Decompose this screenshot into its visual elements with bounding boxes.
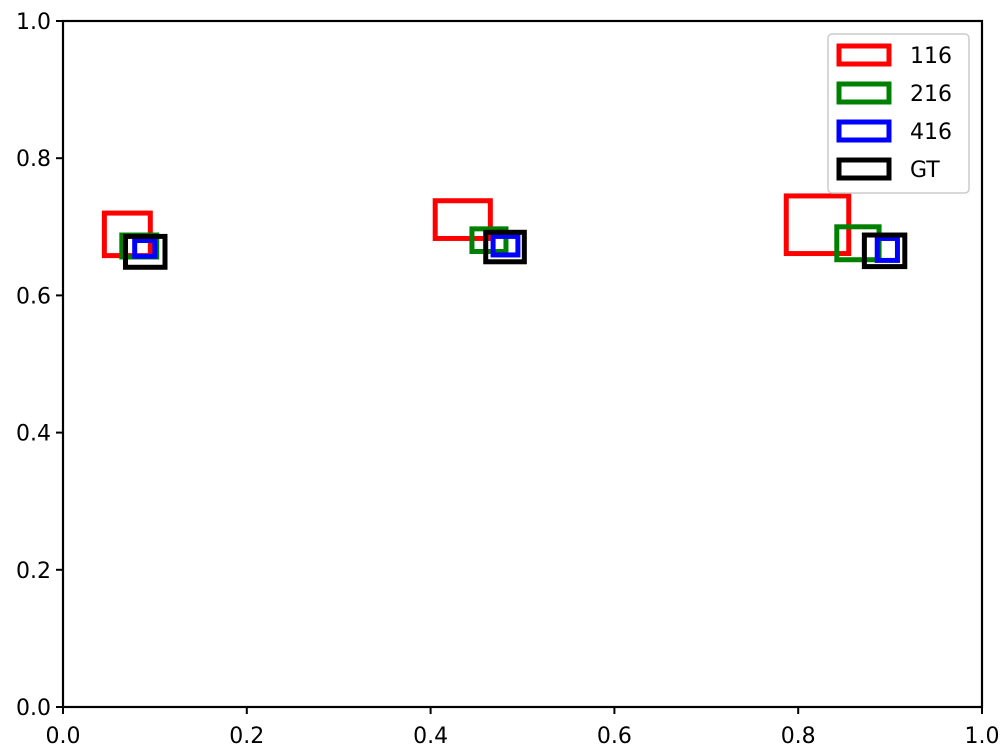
box-216-2 xyxy=(469,226,509,254)
x-tick-label: 1.0 xyxy=(965,724,1000,749)
box-416-1 xyxy=(132,238,158,259)
legend-label-416: 416 xyxy=(910,120,952,145)
x-tick-label: 0.4 xyxy=(413,724,448,749)
box-116-2 xyxy=(432,198,493,241)
y-tick-label: 0.0 xyxy=(16,696,51,721)
x-tick-label: 0.6 xyxy=(597,724,632,749)
y-tick-label: 0.4 xyxy=(16,422,51,447)
legend-label-gt: GT xyxy=(910,158,940,183)
axes-frame xyxy=(61,19,984,709)
box-416-3 xyxy=(874,235,900,263)
legend-swatch-416 xyxy=(836,119,892,143)
y-tick-label: 0.6 xyxy=(16,284,51,309)
box-gt-2 xyxy=(483,229,527,265)
y-tick-label: 1.0 xyxy=(16,10,51,35)
x-tick-label: 0.0 xyxy=(46,724,81,749)
axes: 0.0 0.2 0.4 0.6 0.8 1.0 0.0 0.2 0.4 0.6 0.8 1.0 xyxy=(16,10,1000,749)
box-gt-3 xyxy=(861,232,908,270)
y-tick-label: 0.2 xyxy=(16,559,51,584)
legend-swatch-gt xyxy=(836,157,892,181)
x-tick-label: 0.8 xyxy=(781,724,816,749)
x-tick-label: 0.2 xyxy=(229,724,264,749)
y-tick-label: 0.8 xyxy=(16,147,51,172)
data-boxes xyxy=(101,193,908,270)
legend-label-216: 216 xyxy=(910,82,952,107)
legend: 116 216 416 GT xyxy=(827,33,970,194)
box-gt-1 xyxy=(122,233,168,270)
legend-swatch-116 xyxy=(836,43,892,67)
legend-box xyxy=(827,33,970,194)
legend-swatch-216 xyxy=(836,81,892,105)
legend-label-116: 116 xyxy=(910,44,952,69)
box-416-2 xyxy=(490,233,521,258)
